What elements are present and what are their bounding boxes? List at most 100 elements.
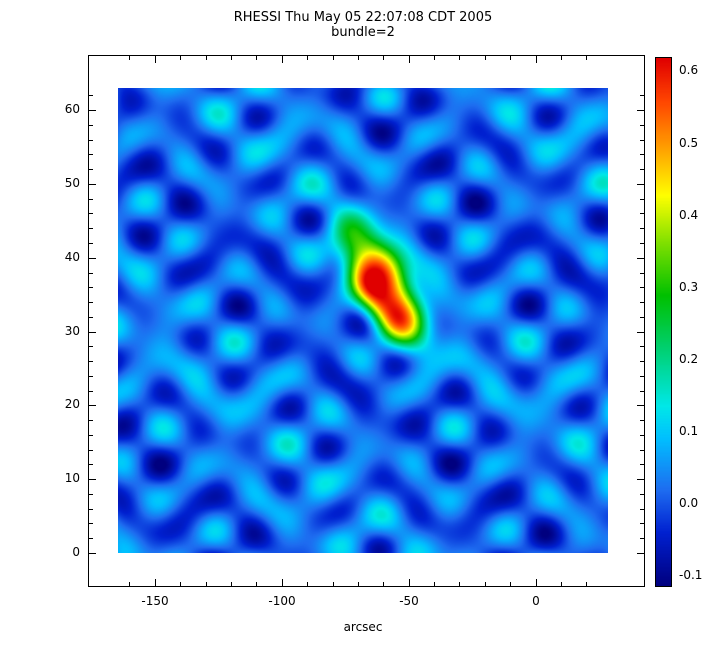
- tick-mark: [282, 579, 283, 586]
- tick-mark: [155, 56, 156, 63]
- tick-mark: [155, 579, 156, 586]
- tick-mark: [640, 509, 644, 510]
- colorbar-tick-label: 0.5: [679, 136, 699, 150]
- tick-mark: [89, 494, 93, 495]
- heatmap-image: [118, 88, 608, 553]
- tick-mark: [89, 110, 96, 111]
- tick-mark: [89, 435, 93, 436]
- tick-mark: [89, 125, 93, 126]
- tick-mark: [358, 56, 359, 60]
- axes-frame: [88, 55, 645, 587]
- tick-mark: [307, 582, 308, 586]
- tick-mark: [640, 243, 644, 244]
- x-tick-label: -50: [399, 594, 419, 608]
- tick-mark: [640, 302, 644, 303]
- y-tick-label: 60: [64, 102, 80, 116]
- tick-mark: [536, 579, 537, 586]
- tick-mark: [206, 582, 207, 586]
- tick-mark: [89, 199, 93, 200]
- tick-mark: [89, 450, 93, 451]
- colorbar-gradient: [656, 58, 671, 586]
- tick-mark: [409, 579, 410, 586]
- tick-mark: [434, 582, 435, 586]
- tick-mark: [459, 56, 460, 60]
- tick-mark: [89, 213, 93, 214]
- y-tick-label: 0: [72, 545, 80, 559]
- tick-mark: [561, 56, 562, 60]
- tick-mark: [640, 494, 644, 495]
- tick-mark: [180, 56, 181, 60]
- colorbar-tick-label: 0.4: [679, 208, 699, 222]
- tick-mark: [307, 56, 308, 60]
- tick-mark: [89, 391, 93, 392]
- tick-mark: [459, 582, 460, 586]
- tick-mark: [89, 169, 93, 170]
- tick-mark: [586, 56, 587, 60]
- tick-mark: [640, 125, 644, 126]
- tick-mark: [640, 169, 644, 170]
- tick-mark: [510, 56, 511, 60]
- tick-mark: [333, 56, 334, 60]
- tick-mark: [640, 464, 644, 465]
- colorbar-frame: [655, 57, 672, 587]
- x-tick-label: -100: [268, 594, 296, 608]
- tick-mark: [358, 582, 359, 586]
- y-tick-label: 40: [64, 250, 80, 264]
- tick-mark: [129, 56, 130, 60]
- tick-mark: [536, 56, 537, 63]
- tick-mark: [129, 582, 130, 586]
- tick-mark: [89, 346, 93, 347]
- colorbar-tick-label: -0.1: [679, 568, 703, 582]
- tick-mark: [640, 391, 644, 392]
- tick-mark: [89, 258, 96, 259]
- tick-mark: [282, 56, 283, 63]
- tick-mark: [485, 582, 486, 586]
- tick-mark: [333, 582, 334, 586]
- tick-mark: [640, 140, 644, 141]
- tick-mark: [640, 273, 644, 274]
- tick-mark: [640, 95, 644, 96]
- tick-mark: [89, 243, 93, 244]
- tick-mark: [640, 317, 644, 318]
- tick-mark: [640, 199, 644, 200]
- colorbar-tick-label: 0.3: [679, 280, 699, 294]
- tick-mark: [206, 56, 207, 60]
- tick-mark: [640, 228, 644, 229]
- tick-mark: [640, 450, 644, 451]
- colorbar-tick-label: 0.6: [679, 63, 699, 77]
- tick-mark: [561, 582, 562, 586]
- y-tick-label: 30: [64, 324, 80, 338]
- tick-mark: [256, 56, 257, 60]
- tick-mark: [89, 464, 93, 465]
- plot-title: RHESSI Thu May 05 22:07:08 CDT 2005: [233, 10, 493, 25]
- tick-mark: [231, 56, 232, 60]
- tick-mark: [637, 184, 644, 185]
- tick-mark: [89, 332, 96, 333]
- tick-mark: [89, 273, 93, 274]
- tick-mark: [383, 582, 384, 586]
- tick-mark: [89, 154, 93, 155]
- tick-mark: [640, 523, 644, 524]
- tick-mark: [640, 346, 644, 347]
- tick-mark: [640, 213, 644, 214]
- x-tick-label: -150: [141, 594, 169, 608]
- tick-mark: [89, 287, 93, 288]
- colorbar-tick-label: 0.0: [679, 496, 699, 510]
- tick-mark: [510, 582, 511, 586]
- tick-mark: [586, 582, 587, 586]
- tick-mark: [434, 56, 435, 60]
- tick-mark: [640, 287, 644, 288]
- tick-mark: [231, 582, 232, 586]
- tick-mark: [409, 56, 410, 63]
- tick-mark: [89, 509, 93, 510]
- colorbar-tick-label: 0.2: [679, 352, 699, 366]
- tick-mark: [640, 420, 644, 421]
- tick-mark: [89, 184, 96, 185]
- plot-subtitle: bundle=2: [331, 25, 395, 40]
- tick-mark: [89, 302, 93, 303]
- tick-mark: [89, 538, 93, 539]
- y-tick-label: 50: [64, 176, 80, 190]
- tick-mark: [637, 405, 644, 406]
- tick-mark: [89, 95, 93, 96]
- tick-mark: [637, 553, 644, 554]
